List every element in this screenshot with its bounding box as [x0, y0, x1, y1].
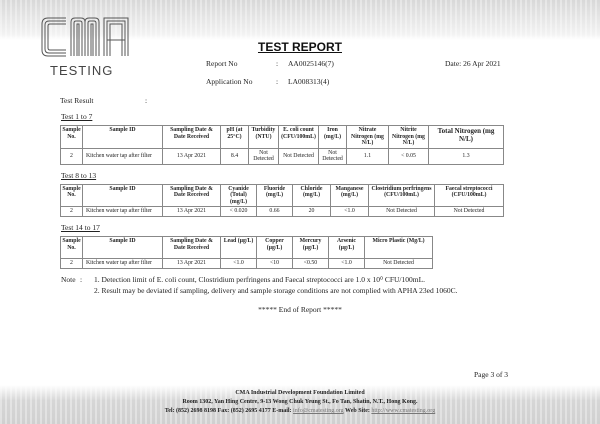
- table-cell: <1.0: [220, 258, 257, 269]
- colon: :: [276, 59, 279, 68]
- table-header-row: Sample No. Sample ID Sampling Date & Date …: [60, 183, 504, 207]
- column-header: Mercury (µg/L): [292, 236, 329, 259]
- notes: Note : 1. Detection limit of E. coli cou…: [60, 275, 540, 297]
- table-row: 2 Kitchen water tap after filter 13 Apr 20…: [60, 147, 504, 165]
- column-header: Fluoride (mg/L): [256, 183, 293, 207]
- colon: :: [145, 96, 148, 105]
- test-result-label: Test Result: [60, 96, 94, 105]
- table-row: 2 Kitchen water tap after filter 13 Apr 20…: [60, 206, 504, 217]
- column-header: Iron (mg/L): [318, 125, 347, 149]
- table-cell: < 0.05: [388, 147, 429, 165]
- email-link[interactable]: info@cmatesting.org: [293, 408, 344, 414]
- logo-subtitle: TESTING: [50, 63, 114, 78]
- header-watermark: [0, 0, 600, 40]
- table-cell: <0.50: [292, 258, 329, 269]
- column-header: Total Nitrogen (mg N/L): [428, 125, 504, 149]
- table-cell: 1.3: [428, 147, 504, 165]
- table-cell: 13 Apr 2021: [162, 147, 221, 165]
- cma-logo: [41, 17, 129, 57]
- report-no-label: Report No: [206, 59, 238, 68]
- end-of-report: ***** End of Report *****: [258, 305, 342, 314]
- colon: :: [276, 77, 279, 86]
- table-cell: Not Detected: [368, 206, 435, 217]
- table-cell: Kitchen water tap after filter: [82, 258, 163, 269]
- column-header: Arsenic (µg/L): [328, 236, 365, 259]
- column-header: Faecal streptococci (CFU/100mL): [434, 183, 504, 207]
- table-cell: 8.4: [220, 147, 249, 165]
- column-header: Sample No.: [60, 183, 83, 207]
- table-cell: Not Detected: [318, 147, 347, 165]
- table-header-row: Sample No. Sample ID Sampling Date & Date …: [60, 125, 504, 149]
- results-table-2: Sample No. Sample ID Sampling Date & Date …: [60, 183, 504, 217]
- column-header: Lead (µg/L): [220, 236, 257, 259]
- column-header: Manganese (mg/L): [330, 183, 369, 207]
- footer-address: Room 1302, Yan Hing Centre, 9-13 Wong Ch…: [182, 399, 418, 405]
- page-title: TEST REPORT: [257, 40, 342, 54]
- column-header: Sample ID: [82, 125, 163, 149]
- table-cell: 13 Apr 2021: [162, 258, 221, 269]
- table-cell: 13 Apr 2021: [162, 206, 221, 217]
- table-cell: <10: [256, 258, 293, 269]
- table-cell: Kitchen water tap after filter: [82, 206, 163, 217]
- table-cell: Not Detected: [278, 147, 319, 165]
- table-cell: <1.0: [328, 258, 365, 269]
- column-header: Nitrite Nitrogen (mg N/L): [388, 125, 429, 149]
- note-2: 2. Result may be deviated if sampling, d…: [94, 286, 458, 295]
- table-row: 2 Kitchen water tap after filter 13 Apr 20…: [60, 258, 433, 269]
- application-no: LA008313(4): [288, 77, 330, 86]
- table-cell: 0.66: [256, 206, 293, 217]
- table-cell: Not Detected: [364, 258, 433, 269]
- table-cell: Kitchen water tap after filter: [82, 147, 163, 165]
- column-header: Sampling Date & Date Received: [162, 125, 221, 149]
- footer-company: CMA Industrial Development Foundation Li…: [235, 390, 365, 396]
- table-cell: < 0.020: [220, 206, 257, 217]
- table-cell: Not Detected: [434, 206, 504, 217]
- report-date: Date: 26 Apr 2021: [445, 59, 501, 68]
- report-no: AA0025146(7): [288, 59, 334, 68]
- column-header: Copper (µg/L): [256, 236, 293, 259]
- colon: :: [80, 275, 83, 284]
- note-1: 1. Detection limit of E. coli count, Clo…: [94, 275, 426, 284]
- page-number: Page 3 of 3: [474, 370, 508, 379]
- table-cell: 1.1: [346, 147, 389, 165]
- results-table-3: Sample No. Sample ID Sampling Date & Date …: [60, 236, 433, 269]
- column-header: Sample ID: [82, 183, 163, 207]
- table-header-row: Sample No. Sample ID Sampling Date & Date …: [60, 236, 433, 259]
- table-cell: 2: [60, 258, 83, 269]
- column-header: Micro Plastic (Mg/L): [364, 236, 433, 259]
- column-header: E. coli count (CFU/100mL): [278, 125, 319, 149]
- application-no-label: Application No: [206, 77, 253, 86]
- column-header: Sampling Date & Date Received: [162, 236, 221, 259]
- column-header: Sample No.: [60, 125, 83, 149]
- website-link[interactable]: http://www.cmatesting.org: [371, 408, 436, 414]
- column-header: Turbidity (NTU): [248, 125, 279, 149]
- table-cell: 20: [292, 206, 331, 217]
- column-header: Nitrate Nitrogen (mg N/L): [346, 125, 389, 149]
- table-cell: <1.0: [330, 206, 369, 217]
- footer-contact: Tel: (852) 2698 8198 Fax: (852) 2695 417…: [0, 408, 600, 415]
- column-header: pH (at 25°C): [220, 125, 249, 149]
- column-header: Sample No.: [60, 236, 83, 259]
- footer-phone-fax: Tel: (852) 2698 8198 Fax: (852) 2695 417…: [164, 408, 292, 414]
- note-label: Note: [61, 275, 76, 284]
- web-label: Web Site:: [345, 408, 370, 414]
- footer-watermark: [0, 385, 600, 424]
- column-header: Cyanide (Total) (mg/L): [220, 183, 257, 207]
- section-title: Test 1 to 7: [61, 112, 93, 121]
- column-header: Clostridium perfringens (CFU/100mL): [368, 183, 435, 207]
- column-header: Sampling Date & Date Received: [162, 183, 221, 207]
- report-body: Test 1 to 7 Sample No. Sample ID Sampling …: [60, 112, 540, 314]
- table-cell: 2: [60, 206, 83, 217]
- section-title: Test 8 to 13: [61, 170, 97, 180]
- results-table-1: Sample No. Sample ID Sampling Date & Date …: [60, 125, 504, 165]
- column-header: Chloride (mg/L): [292, 183, 331, 207]
- section-title: Test 14 to 17: [61, 223, 100, 232]
- table-cell: Not Detected: [248, 147, 279, 165]
- table-cell: 2: [60, 147, 83, 165]
- column-header: Sample ID: [82, 236, 163, 259]
